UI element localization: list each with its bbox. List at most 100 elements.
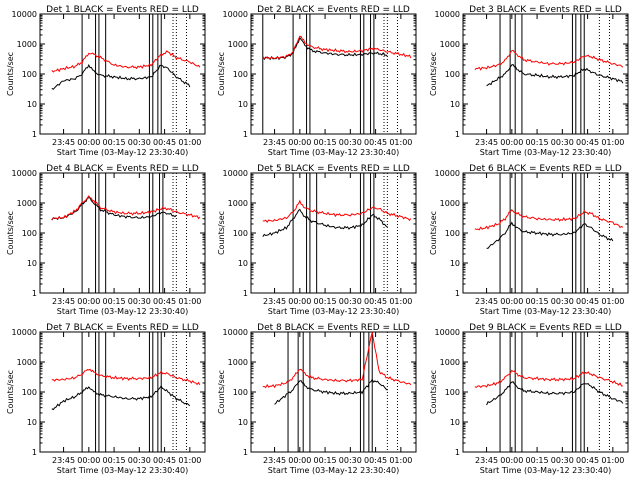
series-line-events	[51, 63, 191, 90]
x-tick-label: 00:30	[339, 297, 362, 306]
y-tick-label: 10000	[12, 169, 37, 178]
y-tick-label: 10	[238, 418, 248, 427]
x-axis-label: Start Time (03-May-12 23:30:40)	[57, 307, 188, 316]
series-line-lld	[262, 332, 412, 389]
y-tick-label: 1	[455, 130, 460, 139]
y-tick-label: 10	[27, 259, 37, 268]
y-axis-label: Counts/sec	[429, 52, 438, 96]
y-tick-label: 10000	[223, 10, 248, 19]
panel-title: Det 2 BLACK = Events RED = LLD	[257, 5, 410, 15]
plot-frame	[462, 331, 629, 453]
plot-frame	[250, 172, 417, 294]
x-tick-label: 00:30	[339, 138, 362, 147]
panel-title: Det 7 BLACK = Events RED = LLD	[46, 323, 199, 333]
x-tick-label: 23:45	[475, 297, 498, 306]
x-tick-label: 00:00	[77, 456, 100, 465]
series-line-events	[262, 208, 388, 237]
y-tick-label: 100	[22, 388, 37, 397]
x-tick-label: 01:00	[389, 456, 412, 465]
y-tick-label: 1	[32, 130, 37, 139]
y-tick-label: 10000	[223, 169, 248, 178]
x-tick-label: 23:45	[263, 297, 286, 306]
y-tick-label: 100	[233, 70, 248, 79]
panel-det-3: Det 3 BLACK = Events RED = LLD 1 10 100 1000…	[429, 5, 629, 157]
x-tick-label: 00:45	[576, 138, 599, 147]
series-line-lld	[51, 195, 201, 220]
x-tick-label: 00:30	[551, 456, 574, 465]
series-line-lld	[474, 369, 623, 388]
x-axis-label: Start Time (03-May-12 23:30:40)	[480, 307, 611, 316]
y-tick-label: 100	[22, 229, 37, 238]
panel-title: Det 6 BLACK = Events RED = LLD	[469, 164, 622, 174]
panel-det-9: Det 9 BLACK = Events RED = LLD 1 10 100 1000…	[429, 323, 629, 475]
panel-det-8: Det 8 BLACK = Events RED = LLD 1 10 100 1000…	[217, 323, 417, 475]
series-line-lld	[262, 199, 412, 224]
y-tick-label: 100	[22, 70, 37, 79]
series-line-lld	[51, 50, 201, 73]
x-tick-label: 23:45	[263, 138, 286, 147]
plot-frame	[39, 172, 206, 294]
series-line-events	[51, 197, 177, 221]
y-tick-label: 10	[450, 418, 460, 427]
y-tick-label: 10	[238, 100, 248, 109]
y-tick-label: 1	[243, 130, 248, 139]
y-tick-label: 1	[455, 448, 460, 457]
x-tick-label: 01:00	[178, 297, 201, 306]
y-tick-label: 1	[243, 448, 248, 457]
series-line-events	[486, 221, 614, 249]
x-tick-label: 00:45	[153, 456, 176, 465]
y-tick-label: 1000	[440, 358, 460, 367]
y-tick-label: 100	[445, 229, 460, 238]
x-tick-label: 00:30	[551, 297, 574, 306]
series-line-lld	[51, 368, 201, 386]
series-line-lld	[474, 209, 624, 231]
y-tick-label: 1000	[228, 199, 248, 208]
x-tick-label: 00:15	[103, 456, 126, 465]
x-tick-label: 00:00	[500, 297, 523, 306]
panel-title: Det 5 BLACK = Events RED = LLD	[257, 164, 410, 174]
x-tick-label: 00:15	[103, 138, 126, 147]
plot-frame	[250, 331, 417, 453]
y-axis-label: Counts/sec	[429, 370, 438, 414]
panel-title: Det 4 BLACK = Events RED = LLD	[46, 164, 199, 174]
x-tick-label: 00:00	[288, 138, 311, 147]
series-line-events	[51, 385, 191, 411]
x-axis-label: Start Time (03-May-12 23:30:40)	[268, 148, 399, 157]
y-tick-label: 10	[238, 259, 248, 268]
plot-frame	[462, 172, 629, 294]
x-tick-label: 01:00	[601, 138, 624, 147]
y-tick-label: 1	[455, 289, 460, 298]
x-tick-label: 00:30	[551, 138, 574, 147]
x-tick-label: 00:15	[314, 456, 337, 465]
x-axis-label: Start Time (03-May-12 23:30:40)	[480, 148, 611, 157]
x-tick-label: 23:45	[52, 456, 75, 465]
x-tick-label: 00:45	[576, 297, 599, 306]
panel-det-7: Det 7 BLACK = Events RED = LLD 1 10 100 1000…	[6, 323, 206, 475]
x-tick-label: 00:15	[526, 138, 549, 147]
y-tick-label: 1000	[440, 40, 460, 49]
x-tick-label: 00:30	[128, 297, 151, 306]
panel-title: Det 9 BLACK = Events RED = LLD	[469, 323, 622, 333]
y-tick-label: 1000	[17, 358, 37, 367]
x-tick-label: 00:45	[364, 138, 387, 147]
x-tick-label: 00:45	[364, 297, 387, 306]
x-tick-label: 00:30	[128, 456, 151, 465]
y-tick-label: 10000	[435, 10, 460, 19]
plot-frame	[250, 13, 417, 135]
panel-det-1: Det 1 BLACK = Events RED = LLD 1 10 100 1000…	[6, 5, 206, 157]
y-tick-label: 1	[32, 289, 37, 298]
x-tick-label: 00:00	[77, 138, 100, 147]
y-axis-label: Counts/sec	[429, 211, 438, 255]
x-tick-label: 00:00	[288, 297, 311, 306]
y-tick-label: 100	[233, 229, 248, 238]
x-axis-label: Start Time (03-May-12 23:30:40)	[268, 466, 399, 475]
x-tick-label: 01:00	[601, 297, 624, 306]
x-tick-label: 01:00	[389, 297, 412, 306]
y-tick-label: 10	[450, 100, 460, 109]
panel-title: Det 3 BLACK = Events RED = LLD	[469, 5, 622, 15]
series-line-events	[486, 381, 624, 406]
y-tick-label: 1000	[17, 199, 37, 208]
y-tick-label: 10	[27, 418, 37, 427]
y-axis-label: Counts/sec	[6, 52, 15, 96]
y-tick-label: 1000	[440, 199, 460, 208]
